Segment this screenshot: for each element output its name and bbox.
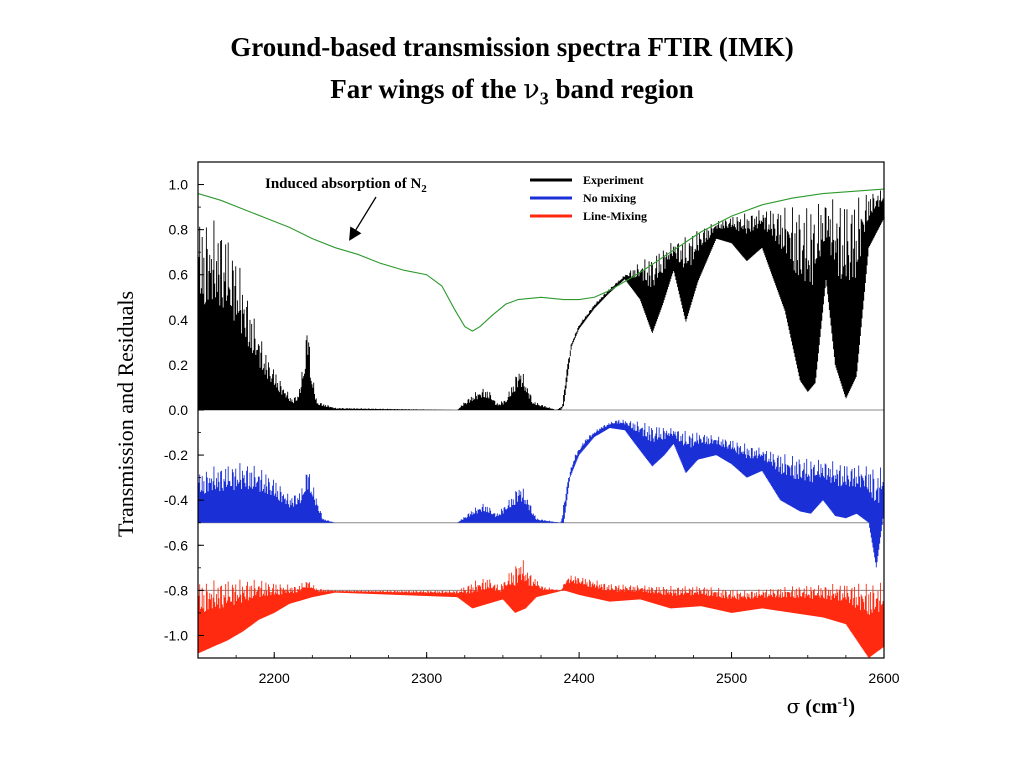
y-tick-label: 0.0 [169,402,189,418]
series-0-spectrum [198,190,884,410]
y-tick-label: -0.2 [164,447,188,463]
x-axis-label: σ (cm-1) [787,694,855,718]
annotation-label: Induced absorption of N2 [265,176,427,195]
y-tick-label: 0.2 [169,357,189,373]
title-nu-symbol: ν [523,74,540,105]
y-tick-label: 0.6 [169,267,189,283]
title-line2-post: band region [555,74,694,104]
series-3-line [198,188,884,332]
sigma-symbol: σ [787,694,801,718]
legend-label-0: Experiment [583,173,644,187]
series-2-spectrum [198,560,884,658]
axes-group: 1.0 0.8 0.6 0.4 0.2 0.0 -0.2 -0.4 -0.6 -0.8 -1.0 22… [164,161,900,686]
x-tick-label: 2400 [564,670,595,686]
y-tick-label: 0.4 [169,312,189,328]
y-axis-label: Transmission and Residuals [113,291,138,537]
series-group [198,188,884,658]
legend-label-1: No mixing [583,191,636,205]
chart-title-line1: Ground-based transmission spectra FTIR (… [230,32,794,62]
y-tick-label: 0.8 [169,222,189,238]
y-tick-label: -0.8 [164,582,188,598]
series-0 [198,190,884,410]
title-nu-subscript: 3 [539,88,549,109]
series-1-spectrum [198,419,884,568]
y-tick-label: -0.4 [164,492,188,508]
legend-label-2: Line-Mixing [583,209,647,223]
series-2 [198,560,884,658]
series-3 [198,188,884,332]
y-tick-label: -0.6 [164,537,188,553]
annotation-arrow [349,196,377,241]
x-tick-label: 2600 [868,670,899,686]
y-tick-label: -1.0 [164,627,188,643]
x-tick-label: 2500 [716,670,747,686]
y-tick-label: 1.0 [169,177,189,193]
x-tick-label: 2300 [411,670,442,686]
legend: Experiment No mixing Line-Mixing [530,173,647,223]
x-tick-label: 2200 [259,670,290,686]
series-1 [198,419,884,568]
title-line2-pre: Far wings of the [330,74,517,104]
chart-title-line2: Far wings of the ν3 band region [0,74,1024,109]
